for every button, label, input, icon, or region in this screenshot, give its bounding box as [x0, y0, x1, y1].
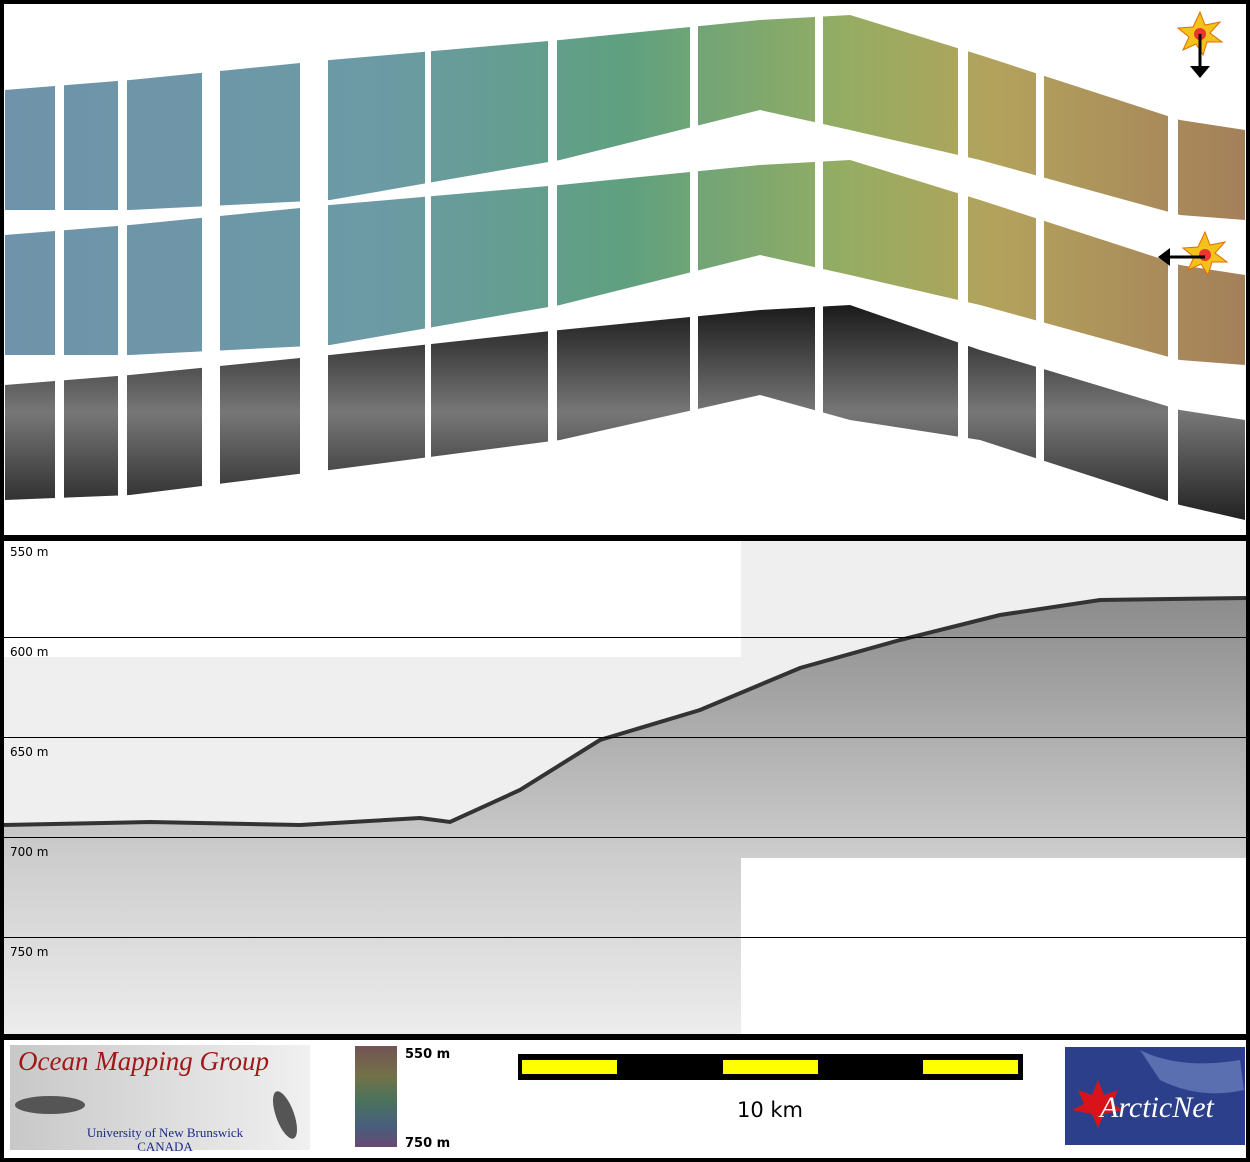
seafloor-backscatter [4, 598, 1246, 1034]
logo-graphic [272, 1091, 298, 1139]
partner-name: ArcticNet [1098, 1091, 1215, 1124]
scale-label: 10 km [737, 1098, 803, 1122]
colorbar-bottom-label: 750 m [405, 1136, 450, 1151]
sun-north-icon [1176, 10, 1224, 78]
logo-university: University of New Brunswick [87, 1125, 244, 1140]
colorbar-shade [355, 1046, 397, 1147]
sun-east-icon [1158, 230, 1229, 277]
depth-label: 650 m [10, 745, 48, 759]
logo-country: CANADA [137, 1139, 193, 1154]
logo-title: Ocean Mapping Group [18, 1046, 269, 1076]
scale-bar [518, 1054, 1023, 1080]
logo-graphic [1140, 1050, 1244, 1094]
maple-leaf [1072, 1080, 1124, 1128]
logo-graphic [15, 1096, 85, 1114]
colorbar-top-label: 550 m [405, 1047, 450, 1062]
map-strips [5, 4, 1245, 534]
depth-label: 600 m [10, 645, 48, 659]
depth-label: 550 m [10, 545, 48, 559]
seafloor-line [3, 596, 1247, 828]
profile-blank [4, 541, 741, 657]
depth-label: 750 m [10, 945, 48, 959]
profile-blank [741, 858, 1246, 1034]
depth-label: 700 m [10, 845, 48, 859]
depth-lines [4, 637, 1246, 938]
colorbar [355, 1046, 397, 1147]
